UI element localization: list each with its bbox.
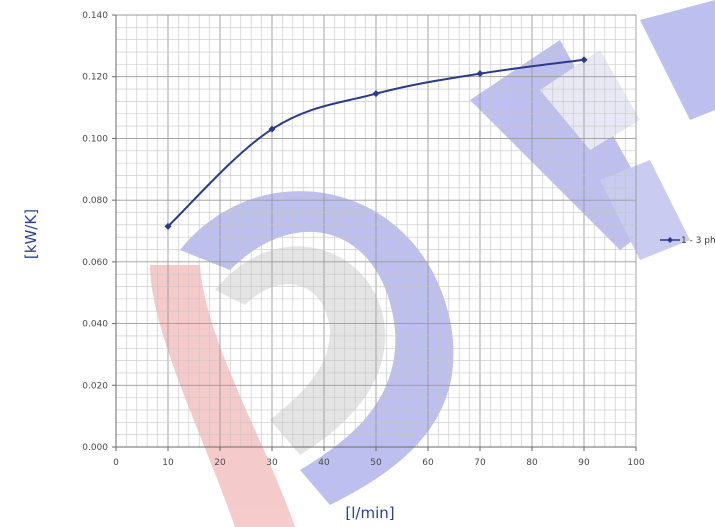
x-tick-label: 40 bbox=[318, 458, 330, 468]
x-tick-label: 20 bbox=[214, 458, 226, 468]
data-point-marker bbox=[580, 56, 588, 64]
x-tick-label: 80 bbox=[526, 458, 538, 468]
y-tick-label: 0.000 bbox=[82, 443, 108, 453]
legend-marker bbox=[667, 237, 673, 243]
y-tick-label: 0.120 bbox=[82, 73, 108, 83]
x-tick-label: 90 bbox=[578, 458, 590, 468]
x-tick-label: 30 bbox=[266, 458, 278, 468]
grid bbox=[115, 14, 637, 448]
x-tick-label: 10 bbox=[162, 458, 174, 468]
x-tick-label: 50 bbox=[370, 458, 382, 468]
y-tick-label: 0.040 bbox=[82, 320, 108, 330]
data-point-marker bbox=[372, 90, 380, 98]
data-point-marker bbox=[268, 125, 276, 133]
y-tick-label: 0.100 bbox=[82, 134, 108, 144]
x-axis-ticks: 0 10 20 30 40 50 60 70 80 90 100 bbox=[113, 447, 645, 468]
y-tick-label: 0.080 bbox=[82, 196, 108, 206]
x-axis-title: [l/min] bbox=[345, 504, 394, 522]
data-point-marker bbox=[164, 222, 172, 230]
legend: 1 - 3 ph bbox=[660, 236, 715, 246]
legend-label: 1 - 3 ph bbox=[681, 236, 715, 246]
y-tick-label: 0.140 bbox=[82, 11, 108, 21]
y-axis-ticks: 0.000 0.020 0.040 0.060 0.080 0.100 0.120 0.140 bbox=[82, 11, 116, 453]
x-tick-label: 60 bbox=[422, 458, 434, 468]
y-tick-label: 0.060 bbox=[82, 258, 108, 268]
y-axis-title: [kW/K] bbox=[22, 209, 40, 259]
data-point-marker bbox=[476, 70, 484, 78]
x-tick-label: 0 bbox=[113, 458, 119, 468]
x-tick-label: 100 bbox=[627, 458, 644, 468]
watermark-logo bbox=[150, 0, 715, 527]
series-layer bbox=[164, 56, 588, 230]
x-tick-label: 70 bbox=[474, 458, 486, 468]
y-tick-label: 0.020 bbox=[82, 381, 108, 391]
